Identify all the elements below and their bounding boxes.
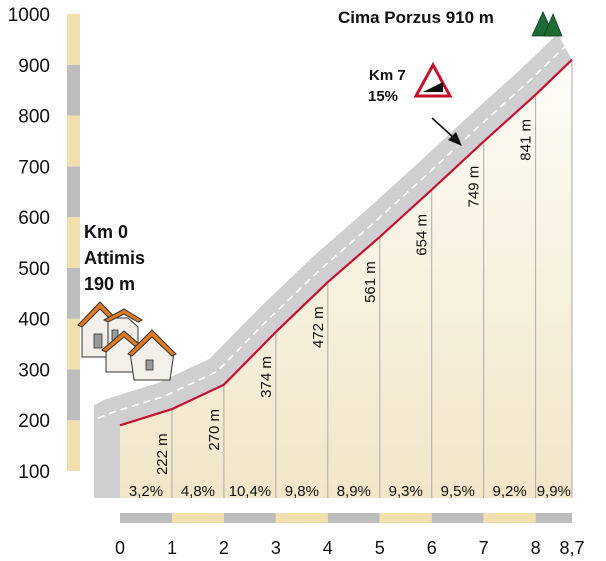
x-tick-label: 7 [479, 538, 489, 558]
x-tick-label: 2 [219, 538, 229, 558]
gradient-labels: 3,2% 4,8% 10,4% 9,8% 8,9% 9,3% 9,5% 9,2% 9,9% [129, 483, 571, 500]
x-tick-label: 0 [115, 538, 125, 558]
steep-grade-label: 15% [368, 88, 398, 105]
altitude-label: 654 m [414, 214, 431, 256]
steep-gradient-sign-icon [413, 61, 453, 98]
x-scale-segment [120, 513, 172, 523]
y-tick-label: 100 [18, 462, 50, 483]
start-km-label: Km 0 [84, 222, 128, 242]
elevation-profile-line [119, 58, 573, 427]
y-tick-label: 1000 [8, 5, 50, 26]
altitude-label: 841 m [518, 119, 535, 161]
y-scale-segment [67, 318, 80, 370]
summit-trees-icon [531, 11, 563, 37]
x-scale-segment [535, 513, 572, 523]
x-scale-segment [483, 513, 536, 523]
y-tick-label: 500 [18, 259, 50, 280]
gradient-label: 4,8% [181, 483, 215, 500]
y-scale-segment [67, 64, 80, 116]
altitude-label: 374 m [258, 356, 275, 398]
altitude-label: 472 m [310, 306, 327, 348]
gradient-label: 10,4% [229, 483, 272, 500]
y-tick-label: 700 [18, 157, 50, 178]
x-scale-bar [120, 513, 572, 523]
x-tick-label: 5 [375, 538, 385, 558]
x-tick-label: 8,7 [559, 538, 584, 558]
x-tick-label: 1 [167, 538, 177, 558]
gradient-label: 9,3% [389, 483, 423, 500]
x-tick-label: 4 [323, 538, 333, 558]
y-tick-label: 400 [18, 310, 50, 331]
y-scale-segment [67, 217, 80, 268]
x-tick-label: 8 [531, 538, 541, 558]
y-scale-segment [67, 267, 80, 319]
y-tick-label: 200 [18, 411, 50, 432]
steep-km-label: Km 7 [369, 67, 406, 84]
x-scale-segment [379, 513, 432, 523]
x-scale-segment [171, 513, 224, 523]
altitude-label: 749 m [466, 166, 483, 208]
summit-label: Cima Porzus 910 m [338, 8, 494, 27]
altitude-label: 561 m [362, 261, 379, 303]
gradient-label: 9,8% [285, 483, 319, 500]
gradient-label: 9,2% [493, 483, 527, 500]
y-tick-label: 600 [18, 208, 50, 229]
y-axis-ticks: 100 200 300 400 500 600 700 800 900 1000 [8, 5, 50, 483]
altitude-label: 222 m [154, 433, 171, 475]
y-tick-label: 800 [18, 107, 50, 128]
y-tick-label: 300 [18, 360, 50, 381]
x-scale-segment [275, 513, 328, 523]
y-scale-segment [67, 166, 80, 218]
x-scale-segment [223, 513, 276, 523]
km-grid-lines [171, 59, 573, 498]
steep-pointer-arrow [431, 117, 462, 146]
start-altitude-label: 190 m [84, 274, 135, 294]
road-band [94, 33, 572, 498]
altitude-label: 270 m [206, 409, 223, 451]
altitude-labels: 222 m 270 m 374 m 472 m 561 m 654 m 749 m 841 m [154, 119, 535, 475]
x-axis-ticks: 0 1 2 3 4 5 6 7 8 8,7 [115, 538, 585, 558]
y-scale-segment [67, 14, 80, 65]
road-centerline [97, 46, 566, 420]
y-scale-segment [67, 369, 80, 421]
village-houses-icon [77, 301, 177, 381]
x-scale-segment [431, 513, 484, 523]
gradient-label: 9,9% [537, 483, 571, 500]
profile-area [120, 59, 572, 498]
y-tick-label: 900 [18, 56, 50, 77]
start-place-label: Attimis [84, 248, 145, 268]
gradient-label: 9,5% [441, 483, 475, 500]
gradient-label: 8,9% [337, 483, 371, 500]
y-scale-segment [67, 420, 80, 471]
x-tick-label: 3 [271, 538, 281, 558]
y-scale-segment [67, 115, 80, 167]
x-scale-segment [327, 513, 380, 523]
x-tick-label: 6 [427, 538, 437, 558]
gradient-label: 3,2% [129, 483, 163, 500]
y-scale-bar [67, 14, 80, 471]
